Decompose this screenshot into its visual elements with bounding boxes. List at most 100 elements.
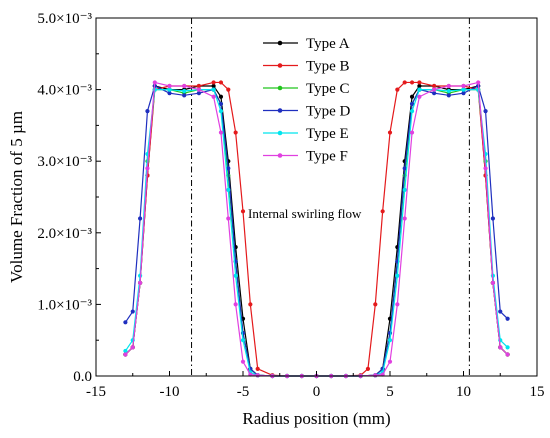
data-point-type-f xyxy=(226,216,231,221)
data-point-type-f xyxy=(167,83,172,89)
data-point-type-d xyxy=(505,316,510,321)
data-point-type-e xyxy=(182,88,187,94)
data-point-type-d xyxy=(138,216,143,221)
data-point-type-f xyxy=(196,87,201,92)
y-tick-label: 2.0×10⁻³ xyxy=(37,226,92,242)
data-point-type-f xyxy=(498,345,503,350)
data-point-type-d xyxy=(226,166,231,171)
x-axis-label: Radius position (mm) xyxy=(242,409,390,428)
annotation-internal-swirling-flow: Internal swirling flow xyxy=(248,206,362,221)
data-point-type-f xyxy=(395,302,400,307)
data-point-type-e xyxy=(218,108,224,114)
data-point-type-e xyxy=(417,87,422,92)
data-point-type-e xyxy=(446,88,451,94)
data-point-type-f xyxy=(461,83,466,89)
data-point-type-e xyxy=(123,348,128,354)
data-point-type-f xyxy=(417,94,422,99)
data-point-type-b xyxy=(380,209,385,214)
data-point-type-d xyxy=(432,91,437,96)
data-point-type-b xyxy=(432,83,437,89)
x-tick-label: 0 xyxy=(313,384,321,400)
data-point-type-f xyxy=(373,373,378,378)
data-point-type-d xyxy=(490,216,495,221)
data-point-type-f xyxy=(432,87,437,92)
data-point-type-b xyxy=(255,366,260,371)
data-point-type-d xyxy=(145,108,150,114)
data-point-type-b xyxy=(240,209,246,214)
series-type-f xyxy=(123,80,510,379)
x-tick-label: 15 xyxy=(530,384,545,400)
data-point-type-d xyxy=(461,91,466,96)
legend-marker-type-c xyxy=(277,85,283,91)
data-point-type-b xyxy=(373,302,378,307)
data-point-type-b xyxy=(218,80,224,85)
data-point-type-b xyxy=(196,83,201,89)
y-tick-label: 5.0×10⁻³ xyxy=(37,11,92,27)
data-point-type-f xyxy=(233,302,238,307)
data-point-type-d xyxy=(409,101,415,107)
data-point-type-b xyxy=(211,80,216,85)
data-point-type-d xyxy=(446,93,451,98)
legend: Type A Type B Type C Type D Type E Type F xyxy=(263,36,351,165)
data-point-type-d xyxy=(498,309,503,314)
legend-label-type-d: Type D xyxy=(306,104,351,120)
x-tick-label: -5 xyxy=(237,384,250,400)
legend-marker-type-e xyxy=(277,130,283,136)
data-point-type-f xyxy=(476,80,481,85)
data-point-type-f xyxy=(483,166,488,171)
data-point-type-f xyxy=(218,130,224,135)
data-point-type-b xyxy=(226,87,231,92)
data-point-type-b xyxy=(248,302,253,307)
data-point-type-a xyxy=(409,94,415,99)
y-tick-label: 3.0×10⁻³ xyxy=(37,154,92,170)
data-point-type-e xyxy=(402,187,407,192)
data-point-type-f xyxy=(446,83,451,89)
y-axis-label: Volume Fraction of 5 µm xyxy=(7,111,26,283)
data-point-type-f xyxy=(138,280,143,286)
data-point-type-b xyxy=(417,80,422,85)
data-point-type-d xyxy=(402,166,407,171)
legend-marker-type-a xyxy=(277,40,283,46)
data-point-type-b xyxy=(365,366,371,371)
x-tick-label: -15 xyxy=(86,384,106,400)
data-point-type-f xyxy=(211,94,216,99)
data-point-type-e xyxy=(461,87,466,92)
data-point-type-a xyxy=(417,83,422,89)
x-tick-label: 10 xyxy=(456,384,471,400)
data-point-type-f xyxy=(182,83,187,89)
data-point-type-f xyxy=(387,359,393,364)
data-point-type-f xyxy=(490,280,495,286)
x-tick-label: -10 xyxy=(160,384,180,400)
data-point-type-f xyxy=(145,166,150,171)
data-point-type-f xyxy=(255,373,260,378)
data-point-type-a xyxy=(218,94,224,99)
data-point-type-f xyxy=(130,345,135,350)
data-point-type-f xyxy=(505,352,510,357)
data-point-type-e xyxy=(226,187,231,192)
data-point-type-e xyxy=(211,87,216,92)
legend-label-type-f: Type F xyxy=(306,149,348,165)
data-point-type-e xyxy=(167,87,172,92)
legend-marker-type-d xyxy=(277,108,283,113)
data-point-type-f xyxy=(152,80,157,85)
data-point-type-d xyxy=(167,91,172,96)
y-tick-label: 0.0 xyxy=(73,369,92,385)
data-point-type-d xyxy=(196,91,201,96)
legend-label-type-a: Type A xyxy=(306,36,350,52)
legend-marker-type-b xyxy=(277,63,283,68)
data-point-type-d xyxy=(218,101,224,107)
data-point-type-b xyxy=(395,87,400,92)
data-point-type-f xyxy=(123,352,128,357)
data-point-type-f xyxy=(240,359,246,364)
data-point-type-d xyxy=(130,309,135,314)
data-point-type-e xyxy=(395,273,400,278)
data-point-type-e xyxy=(409,108,415,114)
y-tick-label: 4.0×10⁻³ xyxy=(37,83,92,99)
data-point-type-f xyxy=(409,130,415,135)
legend-marker-type-f xyxy=(277,153,283,158)
x-tick-label: 5 xyxy=(386,384,394,400)
data-point-type-e xyxy=(240,338,246,343)
data-point-type-d xyxy=(483,108,488,114)
data-point-type-e xyxy=(505,345,510,350)
